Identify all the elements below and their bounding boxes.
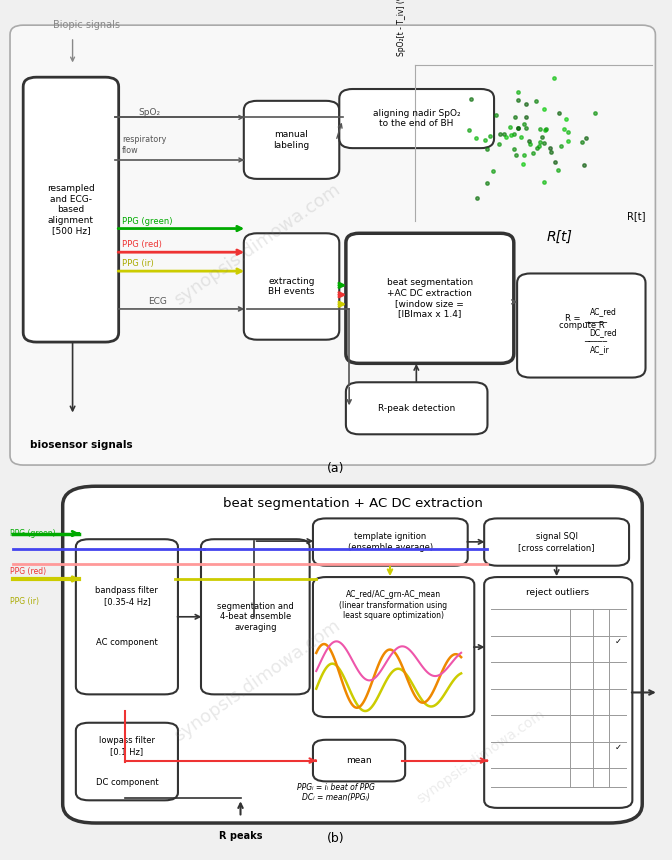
FancyBboxPatch shape	[62, 486, 642, 823]
Text: extracting
BH events: extracting BH events	[268, 277, 314, 296]
Text: segmentation and
4-beat ensemble
averaging: segmentation and 4-beat ensemble averagi…	[217, 602, 294, 632]
Text: PPG (ir): PPG (ir)	[10, 597, 39, 606]
Text: SpO₂[t - T_iv] (%): SpO₂[t - T_iv] (%)	[397, 0, 407, 56]
Text: template ignition
(ensemble average): template ignition (ensemble average)	[348, 532, 433, 552]
Text: aligning nadir SpO₂
to the end of BH: aligning nadir SpO₂ to the end of BH	[373, 109, 460, 128]
Text: bandpass filter
[0.35-4 Hz]



AC component: bandpass filter [0.35-4 Hz] AC component	[95, 587, 159, 648]
Text: R peaks: R peaks	[219, 832, 262, 841]
Text: PPG (green): PPG (green)	[122, 217, 173, 226]
Text: R[t]: R[t]	[547, 230, 573, 243]
FancyBboxPatch shape	[76, 539, 178, 694]
Text: respiratory
flow: respiratory flow	[122, 136, 167, 155]
Text: AC_red: AC_red	[589, 307, 616, 316]
Text: PPG (ir): PPG (ir)	[122, 260, 154, 268]
Text: synopsis.dimowa.com: synopsis.dimowa.com	[415, 707, 548, 807]
Text: ─────: ─────	[583, 336, 607, 346]
Text: (b): (b)	[327, 832, 345, 845]
Text: synopsis.dimowa.com: synopsis.dimowa.com	[171, 617, 343, 746]
FancyBboxPatch shape	[76, 722, 178, 801]
Text: reject outliers: reject outliers	[526, 587, 589, 597]
Text: PPGᵢ = iᵢ beat of PPG
DCᵢ = mean(PPGᵢ): PPGᵢ = iᵢ beat of PPG DCᵢ = mean(PPGᵢ)	[297, 783, 375, 802]
Text: PPG (green): PPG (green)	[10, 529, 56, 538]
FancyBboxPatch shape	[313, 740, 405, 782]
FancyBboxPatch shape	[339, 89, 494, 148]
FancyBboxPatch shape	[10, 25, 655, 465]
Text: beat segmentation
+AC DC extraction
[window size =
[IBImax x 1.4]: beat segmentation +AC DC extraction [win…	[387, 279, 473, 318]
Text: R =: R =	[565, 314, 581, 322]
Text: mean: mean	[346, 756, 372, 765]
FancyBboxPatch shape	[346, 233, 514, 363]
Text: (a): (a)	[327, 462, 345, 475]
FancyBboxPatch shape	[346, 382, 487, 434]
FancyBboxPatch shape	[484, 577, 632, 808]
Text: PPG (red): PPG (red)	[10, 567, 46, 576]
Text: PPG (red): PPG (red)	[122, 241, 162, 249]
Text: biosensor signals: biosensor signals	[30, 440, 132, 451]
FancyBboxPatch shape	[244, 233, 339, 340]
Text: AC_ir: AC_ir	[589, 346, 610, 354]
Text: ✓: ✓	[614, 743, 622, 752]
FancyBboxPatch shape	[313, 519, 468, 566]
FancyBboxPatch shape	[23, 77, 119, 342]
FancyBboxPatch shape	[484, 519, 629, 566]
Text: manual
labeling: manual labeling	[274, 130, 310, 150]
Text: ─────: ─────	[583, 317, 607, 327]
Text: ✓: ✓	[614, 637, 622, 646]
Text: DC_red: DC_red	[589, 329, 617, 337]
Text: compute R: compute R	[558, 321, 604, 330]
FancyBboxPatch shape	[313, 577, 474, 717]
Text: AC_red/AC_grn-AC_mean
(linear transformation using
least square optimization): AC_red/AC_grn-AC_mean (linear transforma…	[339, 590, 448, 620]
Text: beat segmentation + AC DC extraction: beat segmentation + AC DC extraction	[222, 497, 482, 510]
Text: SpO₂: SpO₂	[138, 108, 161, 117]
Text: resampled
and ECG-
based
alignment
[500 Hz]: resampled and ECG- based alignment [500 …	[47, 184, 95, 235]
FancyBboxPatch shape	[201, 539, 310, 694]
Text: lowpass filter
[0.1 Hz]


DC component: lowpass filter [0.1 Hz] DC component	[95, 736, 158, 787]
Text: signal SQI
[cross correlation]: signal SQI [cross correlation]	[518, 532, 595, 552]
Text: ECG: ECG	[149, 298, 167, 306]
Text: R-peak detection: R-peak detection	[378, 404, 456, 413]
FancyBboxPatch shape	[244, 101, 339, 179]
Text: R[t]: R[t]	[627, 212, 646, 222]
Text: synopsis.dimowa.com: synopsis.dimowa.com	[171, 181, 343, 310]
Text: Biopic signals: Biopic signals	[53, 20, 120, 29]
FancyBboxPatch shape	[517, 273, 646, 378]
